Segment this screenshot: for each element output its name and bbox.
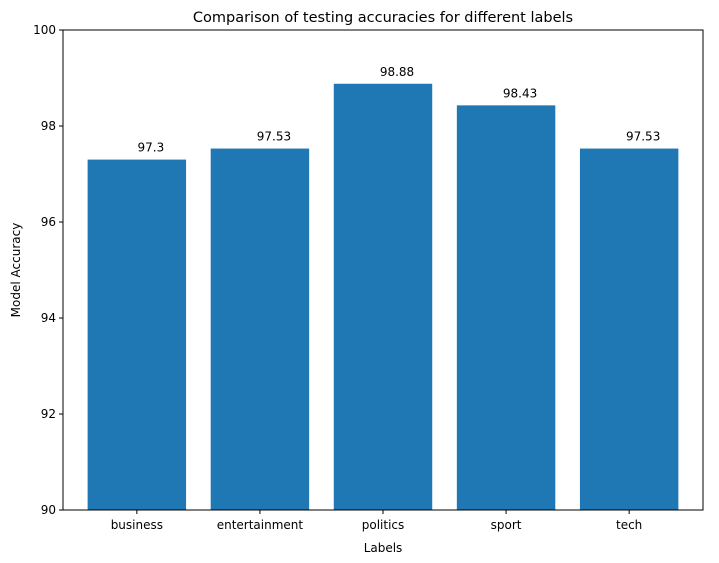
- data-label-tech: 97.53: [626, 130, 660, 144]
- y-tick-label-100: 100: [33, 23, 56, 37]
- x-ticks-layer: business entertainment politics sport tech: [111, 510, 642, 532]
- y-ticks-layer: 90 92 94 96 98 100: [33, 23, 63, 517]
- y-tick-label-94: 94: [41, 311, 56, 325]
- x-tick-label-sport: sport: [491, 518, 522, 532]
- data-label-entertainment: 97.53: [257, 130, 291, 144]
- y-tick-label-98: 98: [41, 119, 56, 133]
- bars-layer: [87, 83, 679, 511]
- x-tick-label-business: business: [111, 518, 163, 532]
- y-tick-label-96: 96: [41, 215, 56, 229]
- x-tick-label-politics: politics: [362, 518, 405, 532]
- bar-business: [87, 159, 187, 510]
- data-label-politics: 98.88: [380, 65, 414, 79]
- x-tick-label-tech: tech: [616, 518, 642, 532]
- bar-politics: [333, 83, 433, 510]
- data-label-sport: 98.43: [503, 86, 537, 100]
- data-labels-layer: 97.3 97.53 98.88 98.43 97.53: [137, 65, 660, 155]
- y-tick-label-90: 90: [41, 503, 56, 517]
- x-axis-label: Labels: [364, 541, 403, 555]
- plot-frame: [62, 29, 704, 511]
- bar-tech: [579, 148, 679, 510]
- data-label-business: 97.3: [137, 141, 164, 155]
- y-tick-label-92: 92: [41, 407, 56, 421]
- x-tick-label-entertainment: entertainment: [217, 518, 304, 532]
- chart-title: Comparison of testing accuracies for dif…: [193, 10, 573, 26]
- bar-entertainment: [210, 148, 310, 510]
- y-axis-label: Model Accuracy: [9, 223, 23, 318]
- bar-sport: [456, 105, 556, 511]
